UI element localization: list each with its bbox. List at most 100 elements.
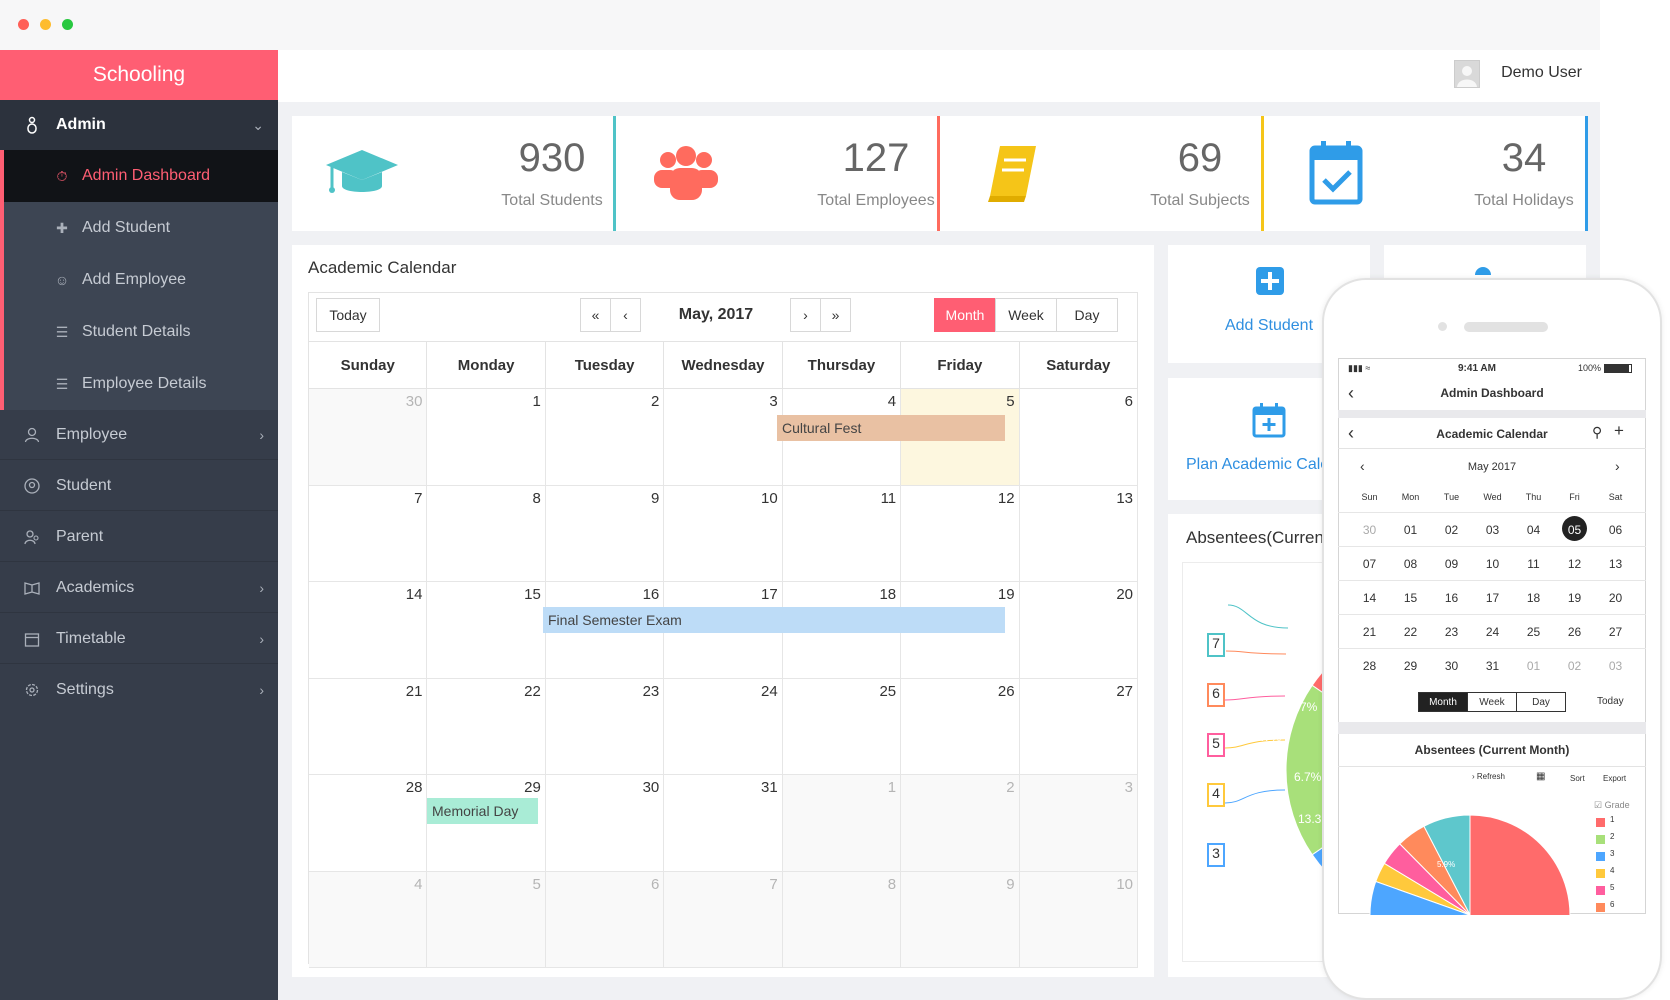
phone-day-cell[interactable]: 23 (1444, 625, 1459, 639)
phone-view-day[interactable]: Day (1516, 692, 1566, 712)
phone-day-cell[interactable]: 15 (1403, 591, 1418, 605)
phone-day-cell[interactable]: 31 (1485, 659, 1500, 673)
phone-day-cell[interactable]: 12 (1567, 557, 1582, 571)
phone-day-cell[interactable]: 05 (1567, 523, 1582, 537)
calendar-day-cell[interactable]: 28 (309, 775, 428, 872)
refresh-button[interactable]: › Refresh (1472, 772, 1505, 781)
sidebar-item-academics[interactable]: Academics › (0, 563, 278, 613)
phone-day-cell[interactable]: 07 (1362, 557, 1377, 571)
user-name[interactable]: Demo User (1501, 64, 1582, 81)
calendar-day-cell[interactable]: 7 (664, 871, 783, 968)
calendar-day-cell[interactable]: 6 (1019, 389, 1138, 486)
sidebar-item-admin[interactable]: Admin ⌄ (0, 100, 278, 150)
calendar-day-cell[interactable]: 2 (545, 389, 665, 486)
sort-button[interactable]: Sort (1570, 774, 1585, 783)
sidebar-item-add-student[interactable]: ✚ Add Student (0, 202, 278, 254)
calendar-day-cell[interactable]: 8 (427, 485, 546, 582)
calendar-day-cell[interactable]: 31 (664, 775, 783, 872)
calendar-day-cell[interactable]: 30 (309, 389, 428, 486)
calendar-event[interactable]: Memorial Day (427, 798, 538, 824)
close-window-button[interactable] (18, 19, 29, 30)
calendar-day-cell[interactable]: 26 (901, 678, 1020, 775)
phone-day-cell[interactable]: 19 (1567, 591, 1582, 605)
calendar-day-cell[interactable]: 10 (664, 485, 783, 582)
phone-day-cell[interactable]: 08 (1403, 557, 1418, 571)
phone-day-cell[interactable]: 28 (1362, 659, 1377, 673)
avatar[interactable] (1454, 60, 1480, 88)
calendar-day-cell[interactable]: 24 (664, 678, 783, 775)
sidebar-item-student[interactable]: Student (0, 461, 278, 511)
calendar-day-cell[interactable]: 1 (782, 775, 902, 872)
maximize-window-button[interactable] (62, 19, 73, 30)
view-day-button[interactable]: Day (1056, 298, 1118, 332)
phone-day-cell[interactable]: 01 (1403, 523, 1418, 537)
phone-day-cell[interactable]: 03 (1608, 659, 1623, 673)
calendar-day-cell[interactable]: 1 (427, 389, 546, 486)
calendar-day-cell[interactable]: 29 (427, 775, 546, 872)
sidebar-item-timetable[interactable]: Timetable › (0, 614, 278, 664)
next-month-button[interactable]: › (790, 298, 821, 332)
calendar-day-cell[interactable]: 30 (545, 775, 665, 872)
phone-today-button[interactable]: Today (1597, 696, 1624, 707)
prev-year-button[interactable]: « (580, 298, 611, 332)
view-month-button[interactable]: Month (934, 298, 996, 332)
calendar-day-cell[interactable]: 14 (309, 582, 428, 679)
phone-day-cell[interactable]: 20 (1608, 591, 1623, 605)
phone-day-cell[interactable]: 24 (1485, 625, 1500, 639)
phone-day-cell[interactable]: 11 (1527, 557, 1540, 571)
phone-day-cell[interactable]: 14 (1362, 591, 1377, 605)
sidebar-item-parent[interactable]: Parent (0, 512, 278, 562)
calendar-day-cell[interactable]: 20 (1019, 582, 1138, 679)
search-icon[interactable]: ⚲ (1592, 424, 1603, 440)
phone-day-cell[interactable]: 22 (1403, 625, 1418, 639)
phone-day-cell[interactable]: 09 (1444, 557, 1459, 571)
calendar-day-cell[interactable]: 10 (1019, 871, 1138, 968)
calendar-day-cell[interactable]: 19 (901, 582, 1020, 679)
calendar-day-cell[interactable]: 3 (1019, 775, 1138, 872)
next-month-icon[interactable]: › (1615, 458, 1620, 474)
phone-day-cell[interactable]: 03 (1485, 523, 1500, 537)
back-icon[interactable]: ‹ (1348, 383, 1354, 403)
phone-day-cell[interactable]: 10 (1485, 557, 1500, 571)
calendar-day-cell[interactable]: 13 (1019, 485, 1138, 582)
calendar-day-cell[interactable]: 2 (901, 775, 1020, 872)
today-button[interactable]: Today (316, 298, 380, 332)
sidebar-item-settings[interactable]: Settings › (0, 665, 278, 715)
prev-month-button[interactable]: ‹ (610, 298, 641, 332)
sidebar-item-student-details[interactable]: ☰ Student Details (0, 306, 278, 358)
calendar-day-cell[interactable]: 12 (901, 485, 1020, 582)
sidebar-item-add-employee[interactable]: ☺ Add Employee (0, 254, 278, 306)
add-icon[interactable]: + (1614, 421, 1624, 440)
calendar-event[interactable]: Cultural Fest (777, 415, 1005, 441)
phone-day-cell[interactable]: 01 (1526, 659, 1541, 673)
calendar-day-cell[interactable]: 4 (309, 871, 428, 968)
view-week-button[interactable]: Week (995, 298, 1057, 332)
phone-day-cell[interactable]: 29 (1403, 659, 1418, 673)
next-year-button[interactable]: » (820, 298, 851, 332)
phone-day-cell[interactable]: 02 (1444, 523, 1459, 537)
phone-day-cell[interactable]: 17 (1485, 591, 1500, 605)
calendar-day-cell[interactable]: 6 (545, 871, 665, 968)
phone-day-cell[interactable]: 27 (1608, 625, 1623, 639)
prev-month-icon[interactable]: ‹ (1360, 458, 1365, 474)
calendar-day-cell[interactable]: 9 (901, 871, 1020, 968)
phone-day-cell[interactable]: 30 (1362, 523, 1377, 537)
calendar-day-cell[interactable]: 27 (1019, 678, 1138, 775)
phone-day-cell[interactable]: 02 (1567, 659, 1582, 673)
phone-day-cell[interactable]: 16 (1444, 591, 1459, 605)
back-icon[interactable]: ‹ (1348, 423, 1354, 443)
phone-day-cell[interactable]: 21 (1362, 625, 1377, 639)
phone-view-month[interactable]: Month (1418, 692, 1468, 712)
calendar-day-cell[interactable]: 15 (427, 582, 546, 679)
phone-day-cell[interactable]: 13 (1608, 557, 1623, 571)
phone-view-week[interactable]: Week (1467, 692, 1517, 712)
minimize-window-button[interactable] (40, 19, 51, 30)
phone-day-cell[interactable]: 26 (1567, 625, 1582, 639)
calendar-day-cell[interactable]: 22 (427, 678, 546, 775)
calendar-day-cell[interactable]: 25 (782, 678, 902, 775)
phone-day-cell[interactable]: 18 (1526, 591, 1541, 605)
chart-type-icon[interactable]: ▦ (1536, 771, 1546, 782)
sidebar-item-employee[interactable]: Employee › (0, 410, 278, 460)
phone-day-cell[interactable]: 04 (1526, 523, 1541, 537)
sidebar-item-employee-details[interactable]: ☰ Employee Details (0, 358, 278, 410)
